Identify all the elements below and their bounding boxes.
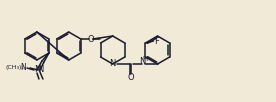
Text: N: N — [34, 65, 40, 74]
Text: N: N — [139, 58, 146, 67]
Text: H: H — [142, 56, 148, 62]
Text: O: O — [87, 34, 94, 43]
Text: N: N — [37, 65, 43, 74]
Text: N: N — [110, 59, 116, 69]
Text: O: O — [127, 73, 134, 81]
Text: N: N — [20, 63, 26, 72]
Text: (CH₃)₂: (CH₃)₂ — [5, 65, 24, 70]
Text: F: F — [154, 37, 159, 45]
